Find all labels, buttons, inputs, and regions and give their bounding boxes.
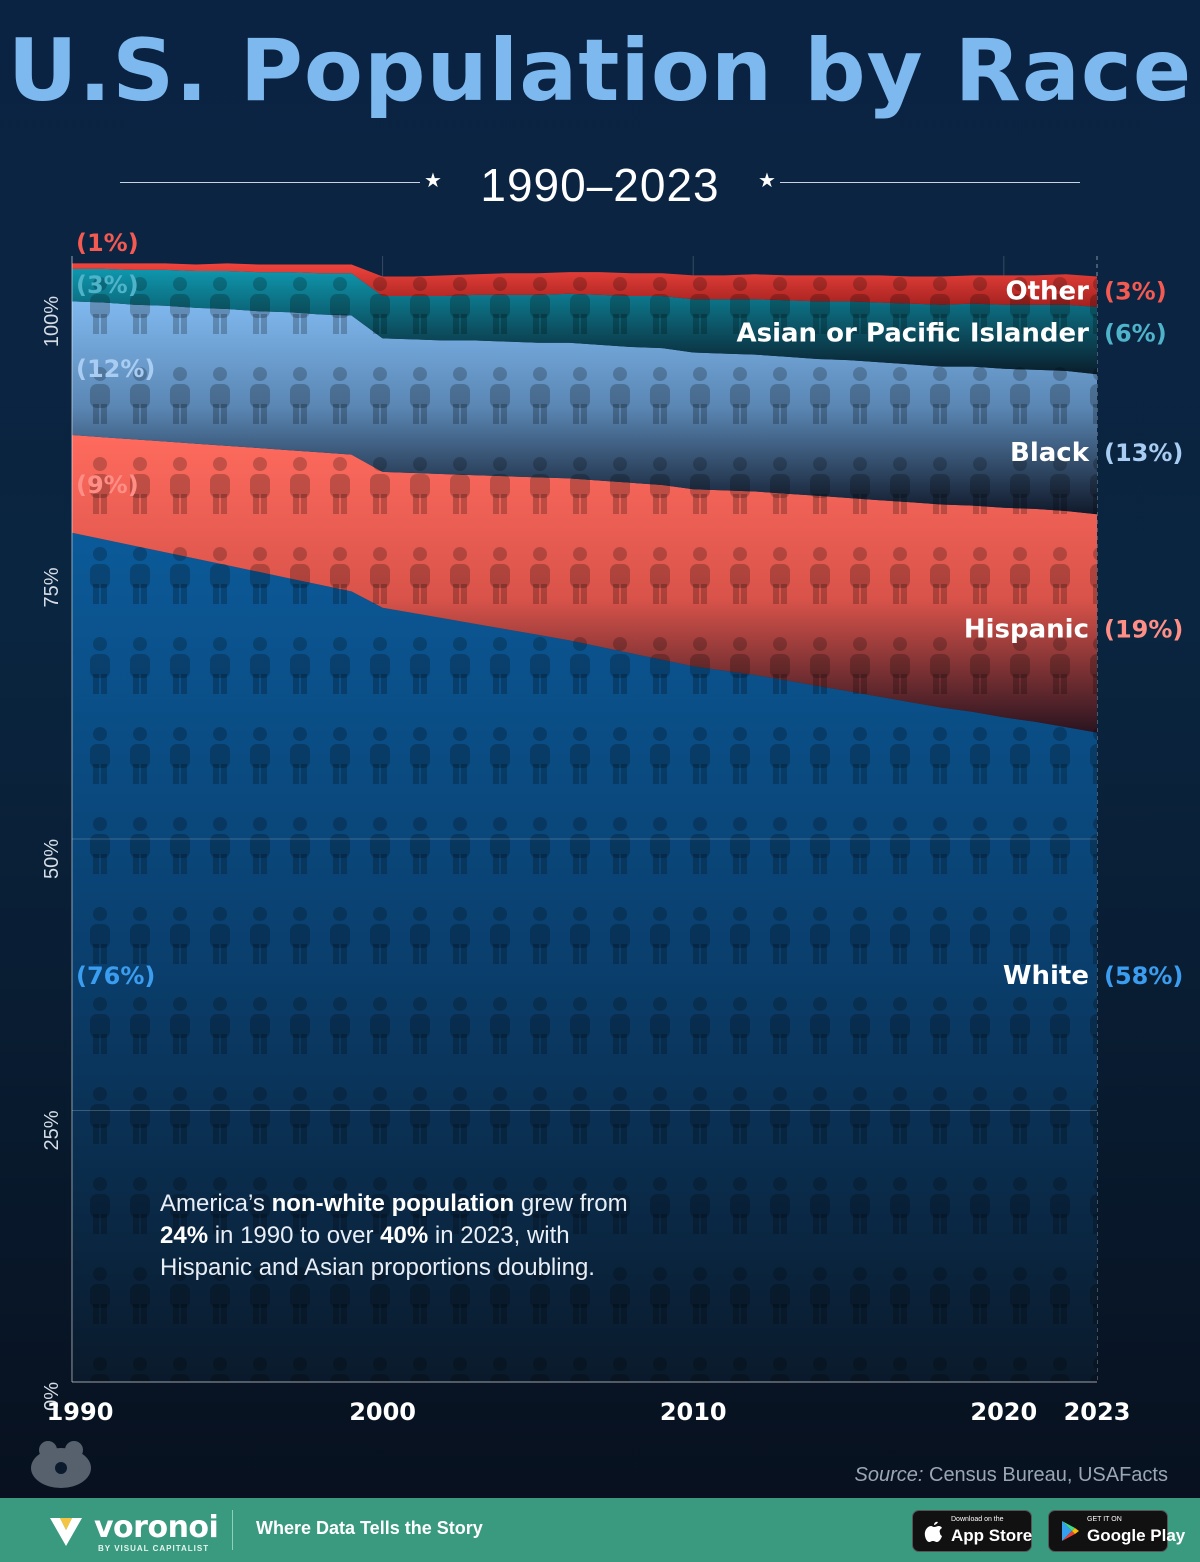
people-pattern-overlay — [72, 263, 1097, 1382]
app-store-button[interactable]: Download on the App Store — [912, 1510, 1032, 1552]
start-label: (76%) — [76, 962, 155, 990]
source-text: Census Bureau, USAFacts — [923, 1464, 1168, 1486]
start-label: (3%) — [76, 271, 139, 299]
x-tick-label: 1990 — [47, 1398, 114, 1426]
end-label: (58%) — [1104, 962, 1183, 990]
callout-bold1: non-white population — [271, 1190, 515, 1217]
y-tick-label: 50% — [41, 839, 63, 879]
x-tick-label: 2020 — [970, 1398, 1037, 1426]
callout-part4: in 2023, with — [428, 1222, 570, 1249]
y-tick-label: 100% — [41, 296, 63, 347]
app-store-small: Download on the — [951, 1516, 1004, 1523]
google-play-label: Google Play — [1087, 1526, 1186, 1545]
series-name-label: Asian or Pacific Islander — [737, 319, 1090, 349]
callout-text: America’s non-white population grew from… — [160, 1188, 720, 1284]
x-tick-label: 2023 — [1064, 1398, 1131, 1426]
source-note: Source: Census Bureau, USAFacts — [855, 1464, 1169, 1487]
brand-subtitle: BY VISUAL CAPITALIST — [98, 1544, 210, 1553]
series-name-label: White — [1003, 961, 1089, 991]
footer-divider — [232, 1510, 233, 1550]
callout-part2: grew from — [514, 1190, 628, 1217]
end-label: (3%) — [1104, 277, 1167, 305]
apple-icon — [924, 1521, 942, 1542]
brand-name: voronoi — [94, 1510, 219, 1545]
visual-capitalist-logo-icon — [31, 1441, 91, 1488]
subtitle-row: ★ 1990–2023 ★ — [120, 158, 1080, 211]
series-name-label: Black — [1010, 438, 1090, 468]
star-icon: ★ — [424, 170, 442, 192]
subtitle-divider-left — [120, 182, 420, 183]
google-play-button[interactable]: GET IT ON Google Play — [1048, 1510, 1185, 1552]
callout-line3: Hispanic and Asian proportions doubling. — [160, 1254, 595, 1281]
callout-bold3: 40% — [380, 1222, 429, 1249]
start-label: (9%) — [76, 471, 139, 499]
app-store-label: App Store — [951, 1526, 1033, 1545]
callout-part3: in 1990 to over — [208, 1222, 381, 1249]
voronoi-logo-icon — [50, 1518, 82, 1546]
stacked-area-chart: 0% 25% 50% 75% 100% 1990 2000 2010 2020 2023 (76%… — [41, 229, 1184, 1426]
google-play-small: GET IT ON — [1087, 1516, 1122, 1523]
start-label: (12%) — [76, 355, 155, 383]
series-name-label: Hispanic — [964, 614, 1089, 644]
subtitle: 1990–2023 — [480, 159, 720, 211]
y-tick-label: 75% — [41, 567, 63, 607]
y-tick-label: 25% — [41, 1110, 63, 1150]
callout-part1: America’s — [160, 1190, 272, 1217]
google-play-icon — [1062, 1521, 1079, 1541]
end-label: (13%) — [1104, 439, 1183, 467]
source-label: Source: — [854, 1464, 924, 1486]
x-tick-label: 2010 — [660, 1398, 727, 1426]
tagline: Where Data Tells the Story — [256, 1518, 483, 1538]
x-tick-label: 2000 — [349, 1398, 416, 1426]
start-label: (1%) — [76, 229, 139, 257]
y-tick-label: 0% — [41, 1382, 63, 1411]
series-name-label: Other — [1006, 276, 1090, 306]
end-label: (19%) — [1104, 615, 1183, 643]
footer-bar: voronoi BY VISUAL CAPITALIST Where Data … — [0, 1498, 1200, 1562]
page-title: U.S. Population by Race — [7, 21, 1193, 121]
star-icon: ★ — [758, 170, 776, 192]
subtitle-divider-right — [780, 182, 1080, 183]
callout-bold2: 24% — [160, 1222, 209, 1249]
end-label: (6%) — [1104, 320, 1167, 348]
